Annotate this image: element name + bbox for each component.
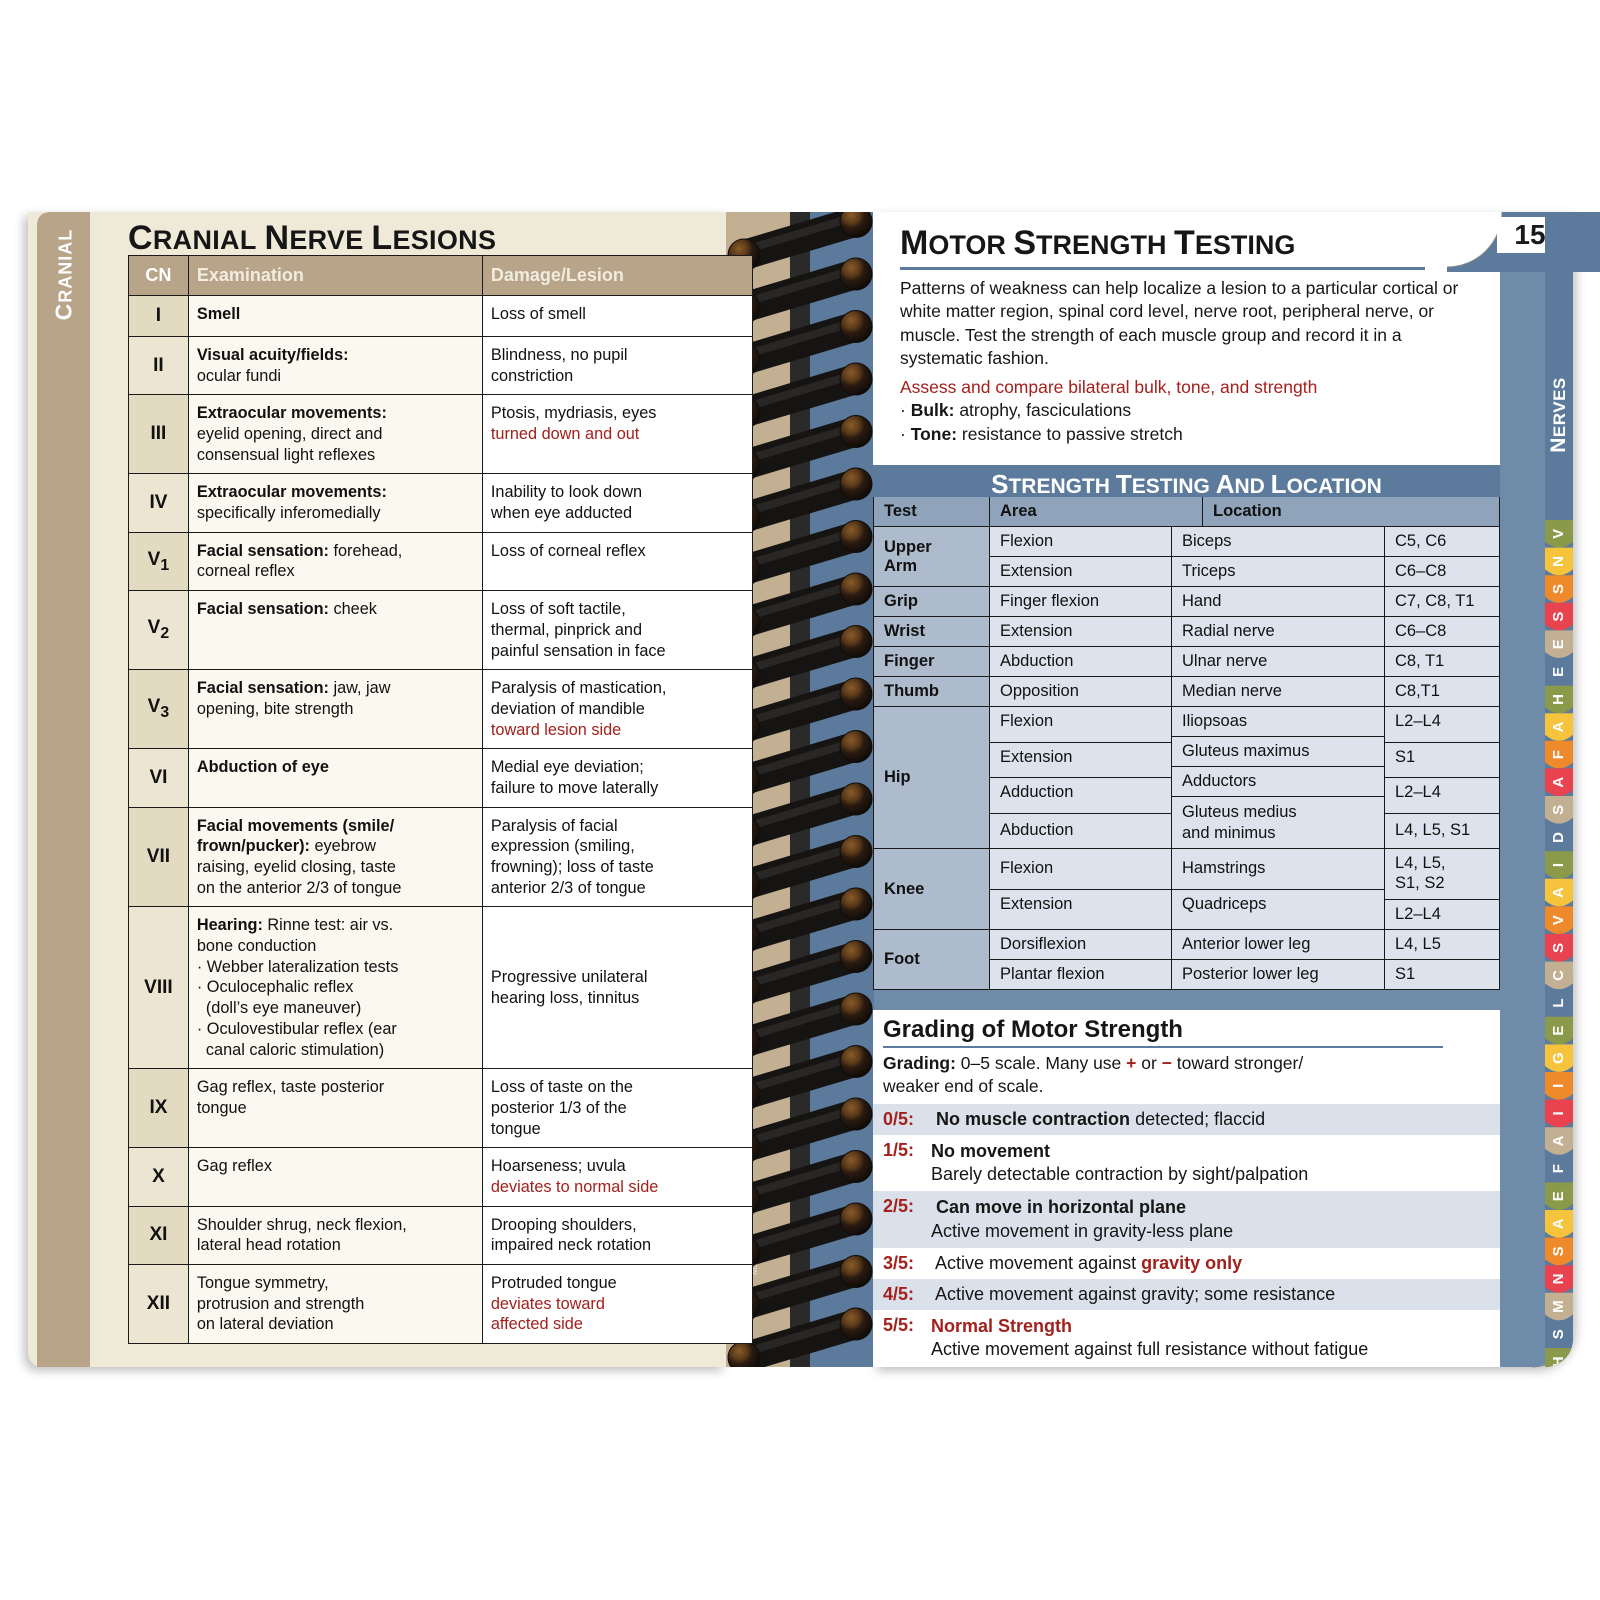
svg-text:V: V — [1550, 529, 1567, 539]
svg-text:S: S — [1550, 1246, 1567, 1256]
svg-text:E: E — [1550, 1026, 1567, 1036]
svg-text:V: V — [1550, 915, 1567, 925]
svg-text:I: I — [1550, 1084, 1567, 1088]
svg-text:S: S — [1550, 612, 1567, 622]
svg-text:D: D — [1550, 832, 1567, 843]
svg-text:C: C — [1550, 970, 1567, 981]
svg-text:G: G — [1550, 1052, 1567, 1064]
svg-text:M: M — [1550, 1300, 1567, 1313]
svg-text:S: S — [1550, 805, 1567, 815]
svg-text:A: A — [1550, 777, 1567, 788]
svg-text:I: I — [1550, 863, 1567, 867]
svg-text:F: F — [1550, 750, 1567, 759]
svg-text:E: E — [1550, 667, 1567, 677]
svg-text:F: F — [1550, 1164, 1567, 1173]
svg-text:H: H — [1550, 694, 1567, 705]
svg-text:N: N — [1550, 556, 1567, 567]
svg-text:S: S — [1550, 1329, 1567, 1339]
svg-text:A: A — [1550, 721, 1567, 732]
svg-text:L: L — [1550, 998, 1567, 1007]
svg-text:E: E — [1550, 1191, 1567, 1201]
svg-text:A: A — [1550, 887, 1567, 898]
svg-text:I: I — [1550, 1111, 1567, 1115]
svg-text:N: N — [1550, 1274, 1567, 1285]
svg-text:A: A — [1550, 1135, 1567, 1146]
svg-text:H: H — [1550, 1356, 1567, 1367]
svg-text:S: S — [1550, 584, 1567, 594]
svg-text:S: S — [1550, 943, 1567, 953]
svg-text:E: E — [1550, 639, 1567, 649]
svg-text:A: A — [1550, 1218, 1567, 1229]
